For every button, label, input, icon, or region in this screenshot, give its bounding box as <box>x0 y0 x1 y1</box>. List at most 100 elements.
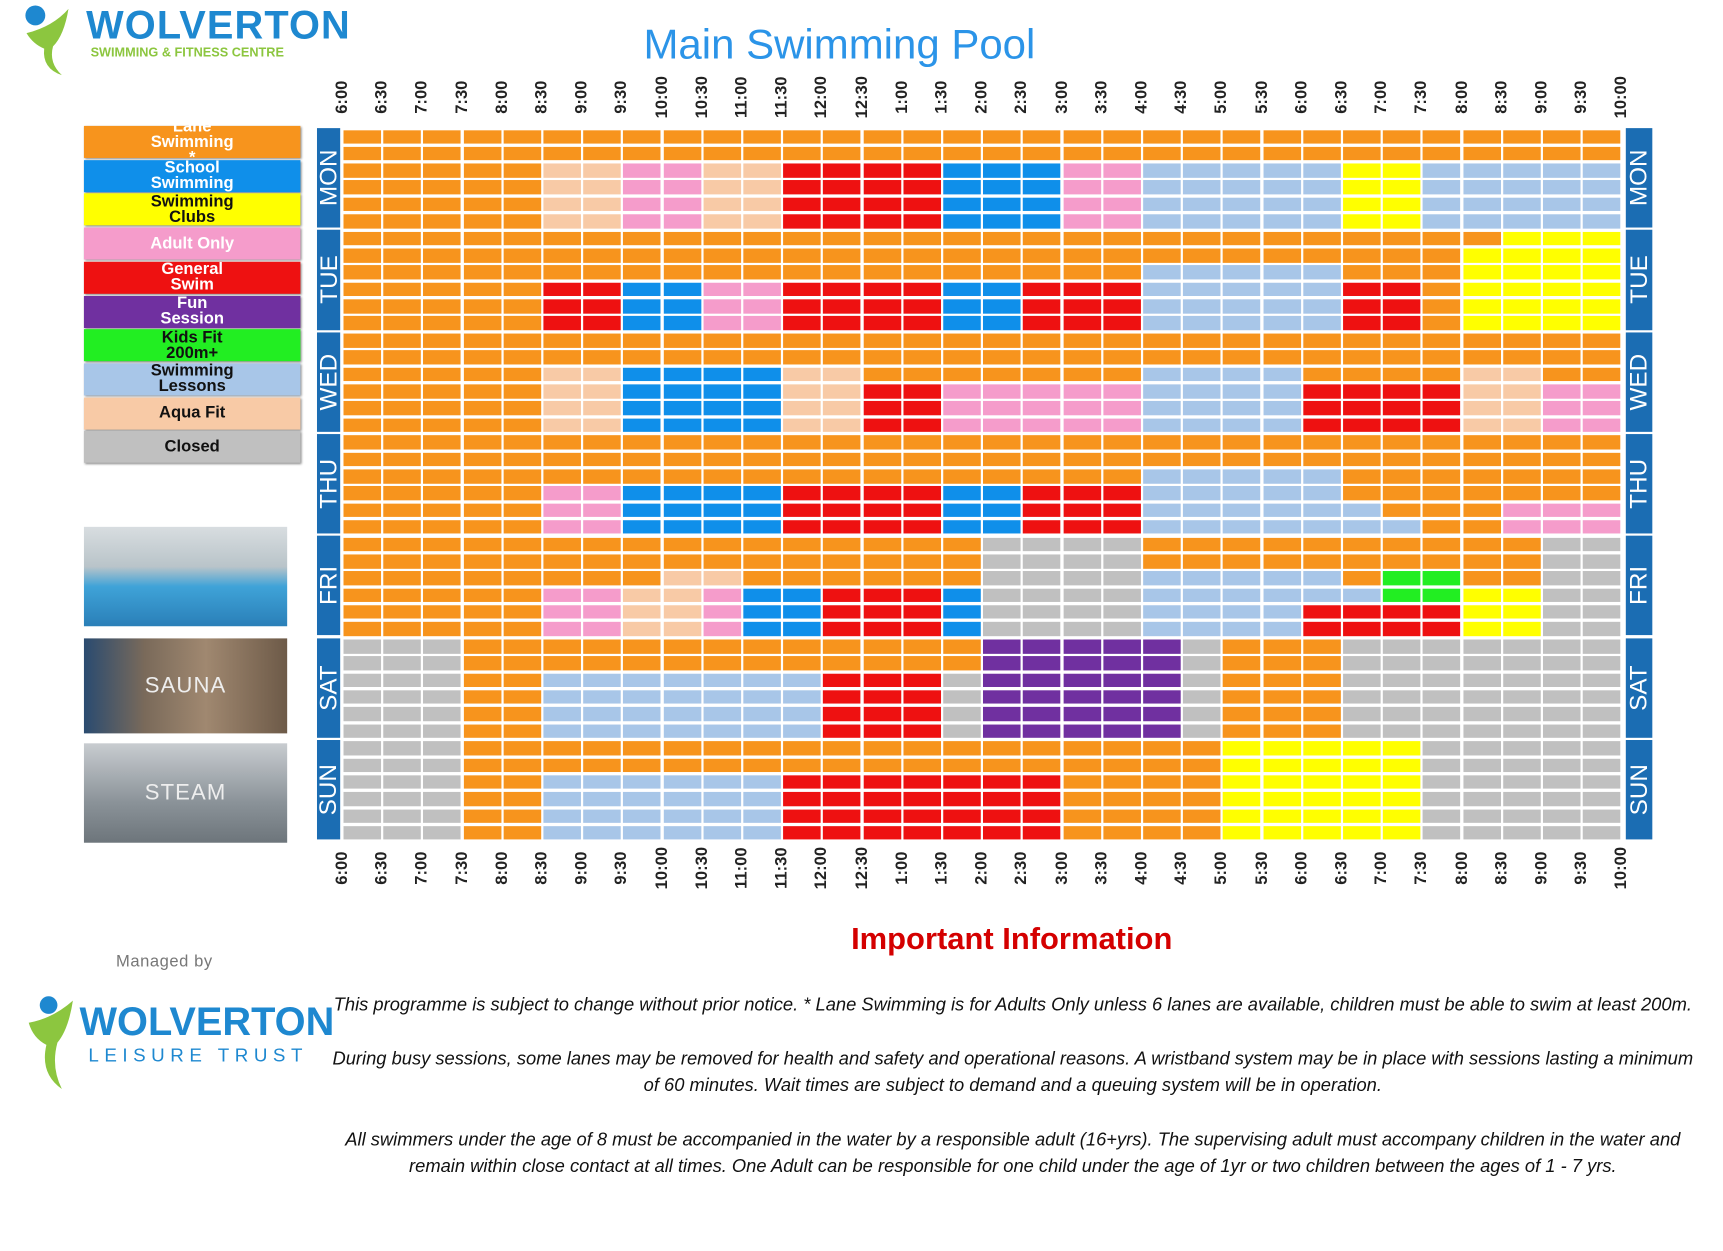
schedule-cell <box>1542 435 1581 450</box>
schedule-cell <box>503 825 541 840</box>
schedule-cell <box>503 537 541 552</box>
schedule-cell <box>903 537 941 552</box>
schedule-cell <box>943 231 981 246</box>
schedule-cell <box>663 435 701 450</box>
schedule-cell <box>423 384 462 399</box>
schedule-cell <box>1023 741 1061 756</box>
schedule-cell <box>983 588 1021 603</box>
schedule-cell <box>783 639 821 654</box>
schedule-cell <box>743 435 781 450</box>
schedule-cell <box>783 520 821 534</box>
schedule-cell <box>543 367 581 382</box>
schedule-cell <box>1343 299 1381 314</box>
time-label-top: 9:30 <box>612 80 632 114</box>
schedule-cell <box>703 401 741 416</box>
schedule-cell <box>1183 673 1221 688</box>
schedule-cell <box>1223 825 1261 840</box>
schedule-cell <box>543 418 581 432</box>
schedule-cell <box>1263 758 1301 773</box>
schedule-cell <box>1542 723 1581 738</box>
schedule-cell <box>903 605 941 619</box>
schedule-cell <box>583 758 621 773</box>
schedule-cell <box>943 639 981 654</box>
day-text: THU <box>314 458 342 509</box>
schedule-cell <box>1542 333 1581 348</box>
schedule-cell <box>383 707 422 721</box>
schedule-cell <box>1463 639 1501 654</box>
schedule-cell <box>663 418 701 432</box>
schedule-cell <box>623 622 661 636</box>
schedule-cell <box>543 690 581 704</box>
schedule-cell <box>1502 333 1541 348</box>
schedule-cell <box>543 758 581 773</box>
schedule-cell <box>1383 503 1421 518</box>
schedule-cell <box>1263 656 1301 671</box>
schedule-cell <box>1183 129 1221 144</box>
schedule-cell <box>423 537 462 552</box>
schedule-cell <box>423 571 462 586</box>
schedule-cell <box>1463 690 1501 704</box>
schedule-cell <box>623 401 661 416</box>
schedule-cell <box>383 469 422 484</box>
schedule-cell <box>623 723 661 738</box>
schedule-cell <box>1502 758 1541 773</box>
time-label-top: 7:30 <box>1411 80 1431 114</box>
schedule-cell <box>943 707 981 721</box>
schedule-cell <box>503 469 541 484</box>
schedule-cell <box>903 435 941 450</box>
schedule-cell <box>343 486 382 501</box>
schedule-cell <box>583 775 621 790</box>
time-label-top: 12:30 <box>852 76 871 119</box>
schedule-cell <box>503 197 541 212</box>
schedule-cell <box>703 605 741 619</box>
schedule-cell <box>1023 622 1061 636</box>
schedule-cell <box>1223 554 1261 569</box>
schedule-cell <box>1463 588 1501 603</box>
schedule-cell <box>1542 503 1581 518</box>
schedule-cell <box>983 163 1021 178</box>
schedule-cell <box>663 299 701 314</box>
schedule-cell <box>703 758 741 773</box>
schedule-cell <box>1103 316 1141 331</box>
schedule-cell <box>1223 248 1261 263</box>
schedule-cell <box>943 554 981 569</box>
schedule-cell <box>1502 129 1541 144</box>
schedule-cell <box>1343 605 1381 619</box>
schedule-cell <box>1103 265 1141 280</box>
schedule-cell <box>1303 435 1341 450</box>
schedule-cell <box>1542 214 1581 229</box>
managed-by: Managed by <box>115 952 213 971</box>
schedule-cell <box>583 656 621 671</box>
time-label-top: 4:00 <box>1132 80 1151 114</box>
schedule-cell <box>1463 197 1501 212</box>
schedule-cell <box>1103 180 1141 195</box>
schedule-cell <box>1383 707 1421 721</box>
schedule-cell <box>1343 180 1381 195</box>
time-label-bottom: 6:30 <box>372 851 392 885</box>
schedule-cell <box>823 690 861 704</box>
schedule-cell <box>703 537 741 552</box>
schedule-cell <box>943 605 981 619</box>
schedule-cell <box>783 503 821 518</box>
schedule-cell <box>543 673 581 688</box>
schedule-cell <box>543 384 581 399</box>
schedule-cell <box>783 723 821 738</box>
schedule-cell <box>943 792 981 806</box>
schedule-cell <box>1223 333 1261 348</box>
schedule-cell <box>1143 792 1181 806</box>
schedule-cell <box>783 435 821 450</box>
schedule-cell <box>383 656 422 671</box>
schedule-cell <box>1023 299 1061 314</box>
schedule-cell <box>583 350 621 365</box>
schedule-cell <box>1063 775 1101 790</box>
schedule-cell <box>1502 231 1541 246</box>
schedule-cell <box>983 452 1021 467</box>
schedule-cell <box>1263 622 1301 636</box>
schedule-cell <box>663 469 701 484</box>
time-label-top: 8:30 <box>532 80 552 114</box>
schedule-cell <box>703 316 741 331</box>
schedule-cell <box>1183 758 1221 773</box>
schedule-cell <box>343 537 382 552</box>
schedule-cell <box>663 367 701 382</box>
